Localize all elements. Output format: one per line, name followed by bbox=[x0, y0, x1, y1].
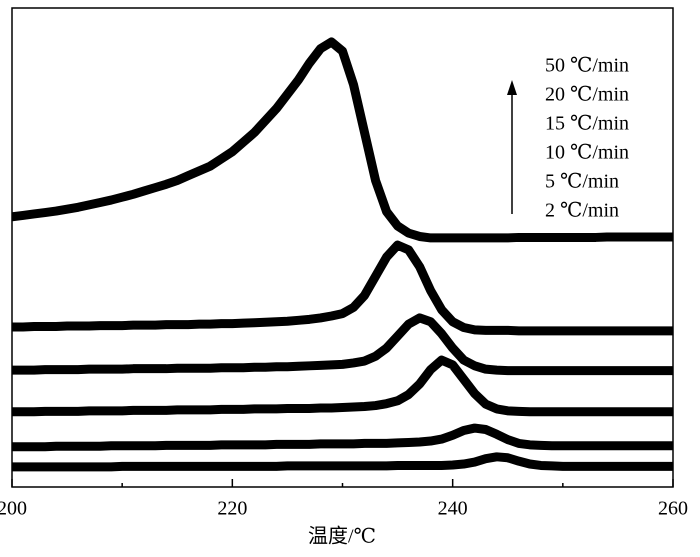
line-series bbox=[12, 313, 673, 376]
legend-label: 5 ℃/min bbox=[545, 171, 619, 193]
line-series bbox=[12, 452, 673, 472]
x-tick-label: 260 bbox=[658, 498, 688, 520]
line-series bbox=[12, 423, 673, 452]
x-tick-label: 200 bbox=[0, 498, 27, 520]
plot-area bbox=[12, 37, 673, 472]
x-tick-label: 220 bbox=[217, 498, 247, 520]
line-series bbox=[12, 37, 673, 243]
x-tick-label: 240 bbox=[438, 498, 468, 520]
x-axis-label: 温度/℃ bbox=[308, 525, 376, 548]
legend-label: 50 ℃/min bbox=[545, 55, 629, 77]
legend-arrowhead bbox=[507, 80, 517, 95]
line-series bbox=[12, 240, 673, 336]
line-series bbox=[12, 355, 673, 417]
legend-label: 20 ℃/min bbox=[545, 84, 629, 106]
legend-label: 2 ℃/min bbox=[545, 200, 619, 222]
legend-label: 10 ℃/min bbox=[545, 142, 629, 164]
legend-label: 15 ℃/min bbox=[545, 113, 629, 135]
